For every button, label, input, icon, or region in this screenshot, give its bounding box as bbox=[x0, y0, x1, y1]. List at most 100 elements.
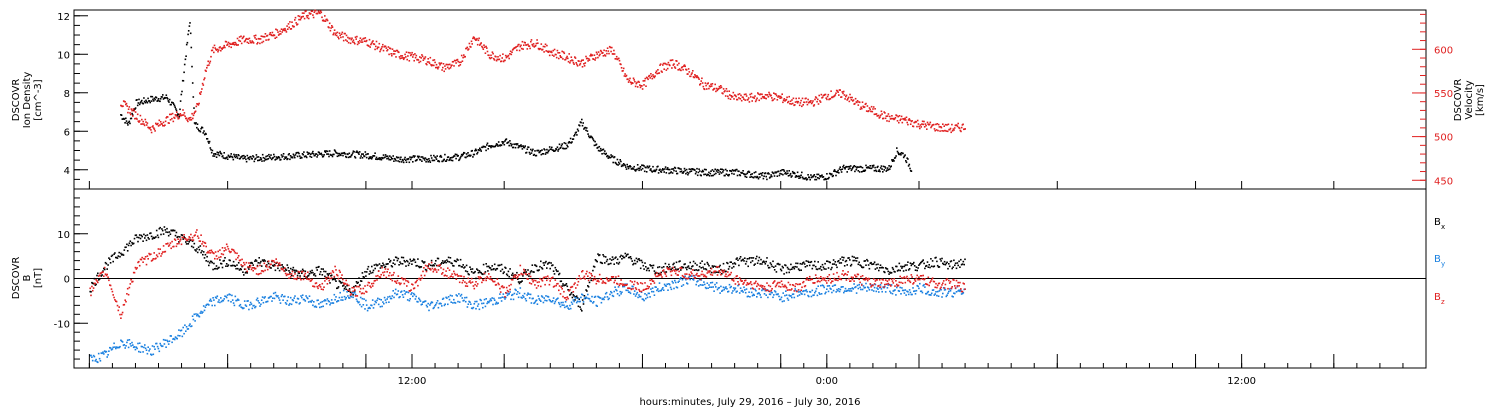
ion-density-point bbox=[130, 117, 133, 120]
bx-point bbox=[597, 253, 599, 255]
bz-point bbox=[428, 263, 430, 265]
by-point bbox=[715, 286, 717, 288]
by-point bbox=[802, 290, 804, 293]
ion-density-point bbox=[480, 150, 482, 152]
bx-point bbox=[342, 284, 345, 286]
by-point bbox=[592, 302, 594, 304]
bx-point bbox=[752, 257, 755, 259]
ion-density-point bbox=[593, 144, 596, 147]
ion-density-point bbox=[439, 154, 442, 157]
by-point bbox=[177, 334, 179, 337]
velocity-point bbox=[185, 117, 188, 119]
ion-density-point bbox=[269, 157, 272, 159]
velocity-point bbox=[480, 42, 482, 44]
bx-point bbox=[586, 290, 588, 292]
bz-point bbox=[576, 284, 579, 286]
bx-point bbox=[256, 264, 259, 267]
bz-point bbox=[124, 299, 126, 301]
velocity-point bbox=[206, 67, 208, 69]
velocity-point bbox=[321, 16, 323, 19]
velocity-point bbox=[214, 47, 216, 49]
ion-density-point bbox=[855, 168, 858, 171]
ion-density-point bbox=[360, 155, 362, 157]
bx-point bbox=[312, 271, 314, 274]
by-point bbox=[435, 302, 438, 304]
velocity-point bbox=[540, 43, 543, 45]
ion-density-point bbox=[753, 171, 756, 174]
ion-density-point bbox=[203, 130, 205, 132]
velocity-point bbox=[818, 94, 820, 97]
ion-density-point bbox=[777, 170, 780, 173]
ion-density-point bbox=[382, 154, 385, 156]
velocity-point bbox=[962, 123, 964, 126]
bx-point bbox=[668, 266, 671, 268]
ion-density-point bbox=[270, 154, 272, 156]
ion-density-point bbox=[725, 173, 728, 175]
ion-density-point bbox=[554, 149, 557, 152]
by-point bbox=[832, 289, 835, 292]
velocity-point bbox=[641, 85, 643, 87]
by-point bbox=[417, 301, 419, 303]
velocity-point bbox=[328, 26, 330, 29]
bx-point bbox=[736, 257, 738, 259]
bz-point bbox=[509, 288, 511, 291]
bx-point bbox=[402, 256, 405, 259]
bx-point bbox=[289, 267, 292, 270]
by-point bbox=[225, 296, 228, 299]
velocity-point bbox=[333, 32, 335, 34]
bx-point bbox=[371, 265, 373, 268]
ion-density-point bbox=[490, 146, 492, 149]
velocity-point bbox=[845, 94, 848, 97]
ion-density-point bbox=[172, 102, 174, 104]
velocity-point bbox=[622, 70, 624, 72]
bz-point bbox=[482, 279, 485, 282]
velocity-point bbox=[834, 94, 837, 96]
by-point bbox=[422, 301, 424, 303]
bx-point bbox=[218, 266, 220, 269]
ion-density-point bbox=[248, 158, 251, 161]
velocity-point bbox=[762, 97, 765, 99]
velocity-point bbox=[223, 44, 225, 47]
bz-point bbox=[406, 280, 409, 282]
bx-point bbox=[371, 271, 374, 274]
by-point bbox=[901, 287, 903, 289]
velocity-point bbox=[748, 101, 751, 103]
bx-point bbox=[857, 263, 860, 266]
bx-point bbox=[394, 256, 397, 258]
bx-point bbox=[295, 270, 298, 272]
ion-density-point bbox=[239, 157, 242, 160]
ion-density-point bbox=[344, 153, 346, 155]
velocity-point bbox=[747, 97, 750, 99]
velocity-point bbox=[183, 112, 186, 114]
ion-density-point bbox=[671, 168, 673, 170]
bx-point bbox=[651, 267, 654, 269]
ion-density-point bbox=[787, 172, 789, 175]
ion-density-point bbox=[794, 172, 796, 175]
bz-point bbox=[342, 282, 345, 284]
ion-density-point bbox=[608, 155, 610, 158]
by-point bbox=[803, 293, 806, 296]
ion-density-point bbox=[297, 151, 300, 154]
velocity-point bbox=[287, 28, 289, 30]
bx-point bbox=[907, 269, 910, 271]
bx-point bbox=[843, 256, 845, 259]
velocity-point bbox=[815, 97, 818, 99]
ion-density-point bbox=[686, 171, 689, 174]
bz-point bbox=[598, 280, 600, 283]
ion-density-point bbox=[602, 148, 605, 151]
bz-point bbox=[558, 289, 560, 292]
by-point bbox=[206, 303, 208, 306]
velocity-point bbox=[371, 41, 374, 43]
ion-density-point bbox=[685, 168, 688, 171]
velocity-point bbox=[330, 27, 332, 29]
by-point bbox=[342, 299, 344, 301]
ion-density-point bbox=[721, 168, 723, 171]
velocity-point bbox=[357, 41, 360, 43]
velocity-point bbox=[243, 40, 246, 43]
by-point bbox=[319, 306, 321, 309]
ion-density-point bbox=[689, 168, 692, 171]
velocity-point bbox=[318, 11, 320, 14]
ion-density-point bbox=[648, 165, 651, 167]
velocity-point bbox=[284, 29, 287, 32]
ion-density-point bbox=[310, 153, 312, 155]
